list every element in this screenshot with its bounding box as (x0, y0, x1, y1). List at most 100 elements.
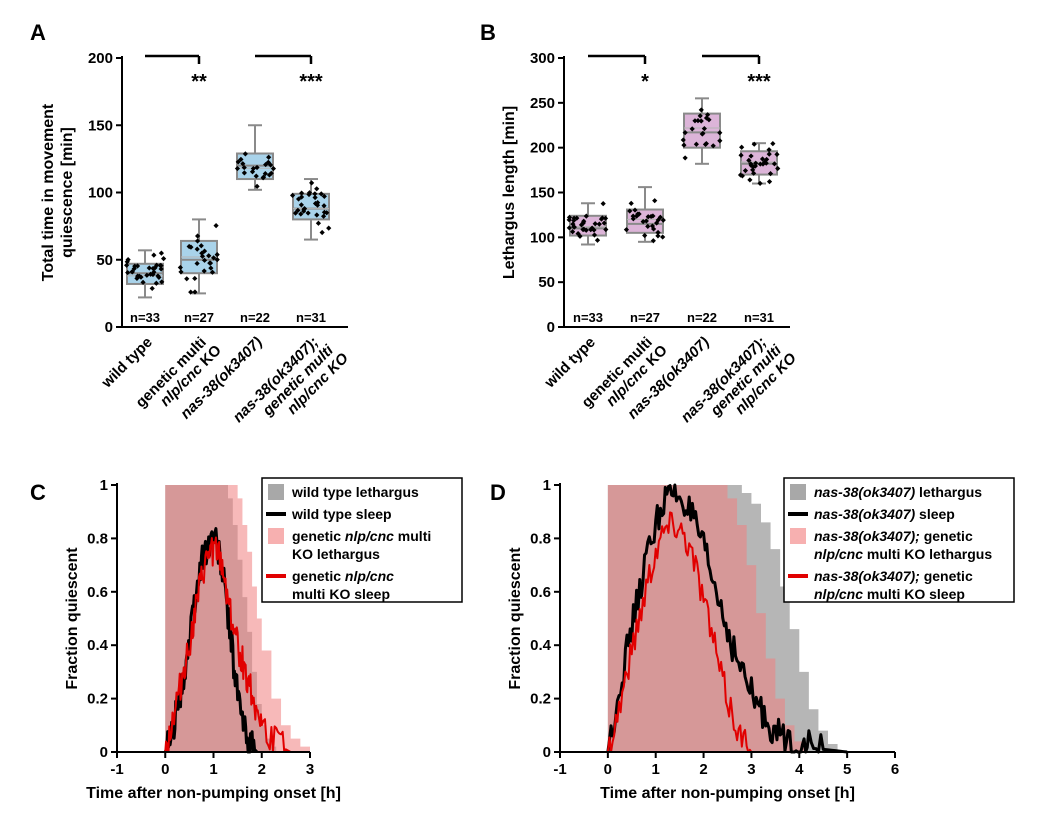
data-point (211, 255, 217, 261)
data-point (241, 170, 247, 176)
legend-swatch (268, 484, 284, 500)
data-point (739, 144, 745, 150)
data-point (634, 213, 640, 219)
sleep-line (606, 511, 753, 753)
data-point (759, 156, 766, 162)
data-point (655, 233, 661, 239)
data-point (689, 126, 695, 132)
data-point (757, 161, 763, 167)
data-point (710, 143, 716, 149)
x-tick-label: 6 (891, 761, 899, 778)
data-point (747, 177, 753, 183)
data-point (693, 141, 699, 147)
n-label: n=31 (296, 310, 326, 325)
data-point (263, 161, 269, 168)
data-point (760, 161, 766, 167)
y-tick-label: 0.4 (87, 637, 109, 654)
data-point (705, 112, 711, 118)
data-point (698, 118, 704, 124)
legend-label: wild type sleep (291, 506, 392, 522)
y-tick-label: 1 (543, 477, 551, 494)
x-tick-label: 0 (604, 761, 612, 778)
data-point (717, 130, 723, 136)
data-point (762, 159, 768, 165)
data-point (642, 232, 648, 239)
data-point (738, 152, 744, 158)
sleep-line (164, 536, 292, 753)
data-point (739, 173, 745, 179)
data-point (158, 250, 165, 256)
y-tick-label: 0 (547, 319, 555, 336)
y-tick-label: 50 (96, 252, 113, 269)
data-point (681, 142, 687, 148)
n-label: n=33 (130, 310, 160, 325)
legend-label: nas-38(ok3407); genetic (814, 568, 973, 584)
significance-label: ** (191, 71, 207, 93)
x-tick-label: 5 (843, 761, 851, 778)
data-point (314, 186, 320, 192)
y-tick-label: 0.6 (87, 584, 108, 601)
x-tick-label: 2 (699, 761, 707, 778)
y-tick-label: 0.2 (87, 691, 108, 708)
legend-label: wild type lethargus (291, 484, 419, 500)
y-tick-label: 0 (105, 319, 113, 336)
n-label: n=27 (184, 310, 214, 325)
data-point (151, 252, 157, 258)
data-point (603, 226, 609, 233)
data-point (235, 159, 241, 165)
data-point (751, 141, 757, 147)
data-point (268, 170, 274, 176)
n-label: n=22 (687, 310, 717, 325)
data-point (242, 151, 248, 157)
data-point (580, 220, 586, 227)
data-point (298, 211, 304, 217)
data-point (602, 215, 609, 221)
data-point (194, 260, 200, 267)
data-point (157, 262, 163, 269)
data-point (314, 202, 321, 208)
data-point (209, 269, 216, 275)
panel-letter: C (30, 480, 46, 505)
x-tick-label: 1 (652, 761, 660, 778)
data-point (146, 265, 152, 271)
data-point (767, 171, 774, 177)
data-point (188, 289, 194, 295)
x-tick-label: 3 (747, 761, 755, 778)
y-axis-label: Fraction quiescent (507, 547, 524, 690)
data-point (698, 107, 704, 113)
data-point (318, 191, 324, 197)
data-point (295, 196, 302, 202)
data-point (134, 275, 140, 281)
legend-label: genetic nlp/cnc multi (292, 528, 431, 544)
data-point (161, 256, 167, 262)
data-point (627, 208, 633, 214)
y-tick-label: 200 (88, 50, 113, 67)
data-point (643, 218, 649, 224)
data-point (135, 273, 141, 279)
y-tick-label: 100 (88, 185, 113, 202)
data-point (578, 222, 585, 228)
data-point (260, 175, 266, 181)
panel-b: B 0 50 100 150 200 250 300 Lethargus length [min… (480, 20, 800, 426)
data-point (148, 271, 154, 277)
y-axis-label: quiescence [min] (59, 127, 76, 258)
data-point (195, 233, 201, 239)
data-point (566, 214, 573, 221)
data-point (266, 154, 272, 160)
x-axis-label: Time after non-pumping onset [h] (86, 785, 341, 802)
data-point (198, 243, 204, 249)
data-point (591, 227, 597, 233)
x-tick-label: 3 (306, 761, 314, 778)
data-point (588, 227, 594, 233)
legend-swatch (268, 528, 284, 544)
data-point (194, 246, 200, 252)
data-point (238, 156, 244, 162)
x-tick-label: 2 (258, 761, 266, 778)
data-point (695, 118, 701, 124)
data-point (199, 250, 205, 256)
legend-label: genetic nlp/cnc (292, 568, 394, 584)
y-tick-label: 50 (538, 274, 555, 291)
data-point (700, 130, 706, 136)
data-point (214, 252, 220, 258)
